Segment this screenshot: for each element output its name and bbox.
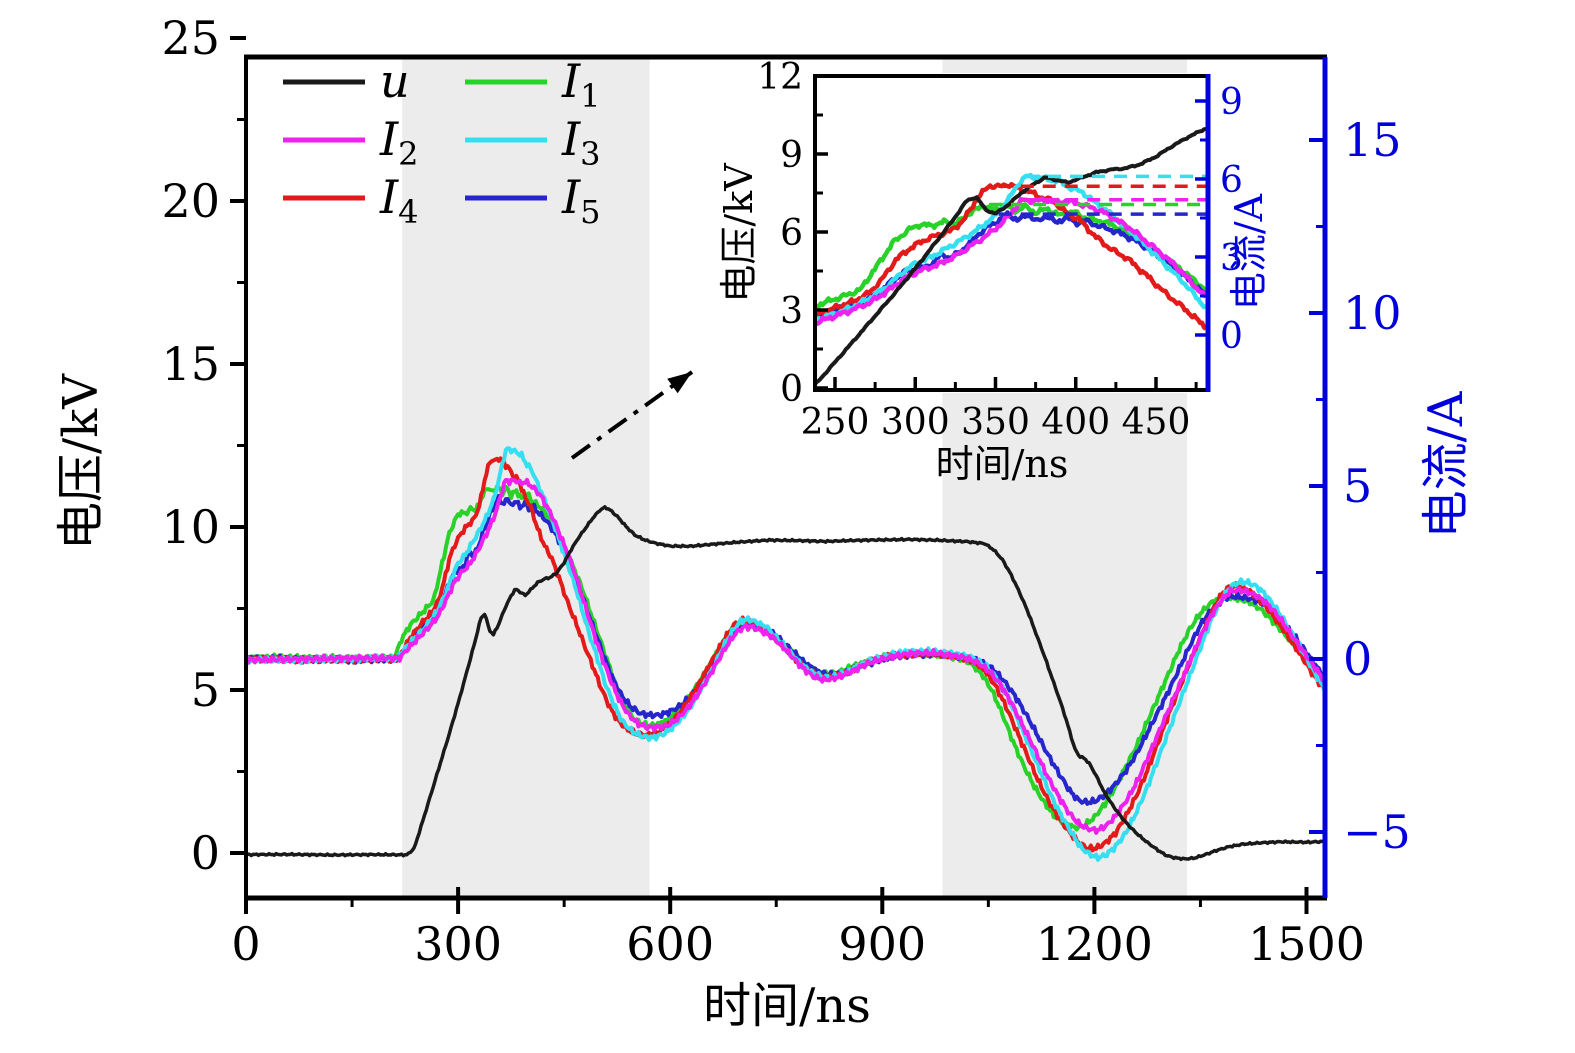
- inset-y-left-tick-label: 0: [780, 369, 803, 410]
- y-right-tick-label: −5: [1343, 805, 1411, 859]
- inset-y-right-tick-label: 9: [1220, 82, 1243, 123]
- y-right-axis-title: 电流/A: [1418, 390, 1474, 538]
- legend-label-I4: I4: [379, 170, 419, 231]
- inset-y-left-tick-label: 12: [757, 57, 803, 98]
- inset-x-tick-label: 400: [1041, 402, 1110, 443]
- x-tick-label: 0: [231, 917, 260, 971]
- y-right-tick-label: 5: [1343, 459, 1372, 513]
- inset-y-right-tick-label: 0: [1220, 316, 1243, 357]
- inset-curves: [815, 126, 1208, 386]
- x-axis-title: 时间/ns: [703, 978, 871, 1034]
- inset-y-left-tick-label: 6: [780, 213, 803, 254]
- x-tick-label: 600: [626, 917, 714, 971]
- y-right-tick-label: 0: [1343, 632, 1372, 686]
- inset-y-right-tick-label: 3: [1220, 238, 1243, 279]
- legend-label-u: u: [380, 54, 410, 108]
- x-tick-label: 900: [838, 917, 926, 971]
- inset-background: [812, 73, 1211, 393]
- inset-y-left-axis-title: 电压/kV: [717, 163, 761, 303]
- y-left-tick-label: 5: [191, 663, 220, 717]
- legend-label-I5: I5: [561, 170, 601, 231]
- inset-x-tick-label: 300: [881, 402, 950, 443]
- inset-x-axis-title: 时间/ns: [936, 442, 1069, 486]
- inset-y-left-tick-label: 9: [780, 135, 803, 176]
- y-left-tick-label: 0: [191, 826, 220, 880]
- x-tick-label: 1200: [1036, 917, 1153, 971]
- annotation-arrow-line: [570, 370, 694, 460]
- series-line-u: [246, 505, 1325, 862]
- y-right-tick-label: 10: [1343, 286, 1402, 340]
- legend-label-I3: I3: [561, 112, 601, 173]
- inset-x-tick-label: 250: [801, 402, 870, 443]
- legend: u I1 I2 I3 I4 I5: [283, 54, 601, 231]
- inset-x-tick-label: 350: [961, 402, 1030, 443]
- main-curves: [246, 446, 1325, 862]
- y-left-tick-label: 25: [161, 11, 220, 65]
- x-tick-label: 300: [414, 917, 502, 971]
- inset: 250 300 350 400 450 0 3 6 9 12 0 3 6 9 时间/ns 电压/kV 电流/A: [717, 57, 1271, 486]
- y-left-tick-label: 15: [161, 337, 220, 391]
- inset-x-tick-label: 450: [1122, 402, 1191, 443]
- annotation-arrow-head: [667, 372, 692, 394]
- series-line-I2: [246, 477, 1325, 835]
- y-right-tick-label: 15: [1343, 113, 1402, 167]
- y-left-axis-title: 电压/kV: [53, 373, 109, 550]
- legend-label-I2: I2: [379, 112, 419, 173]
- inset-y-right-tick-label: 6: [1220, 160, 1243, 201]
- y-left-tick-label: 10: [161, 500, 220, 554]
- inset-y-left-tick-label: 3: [780, 291, 803, 332]
- inset-series-line-u: [815, 126, 1207, 386]
- inset-y-right-axis-title: 电流/A: [1227, 193, 1271, 310]
- y-left-tick-label: 20: [161, 174, 220, 228]
- x-tick-label: 1500: [1248, 917, 1365, 971]
- legend-label-I1: I1: [561, 54, 601, 115]
